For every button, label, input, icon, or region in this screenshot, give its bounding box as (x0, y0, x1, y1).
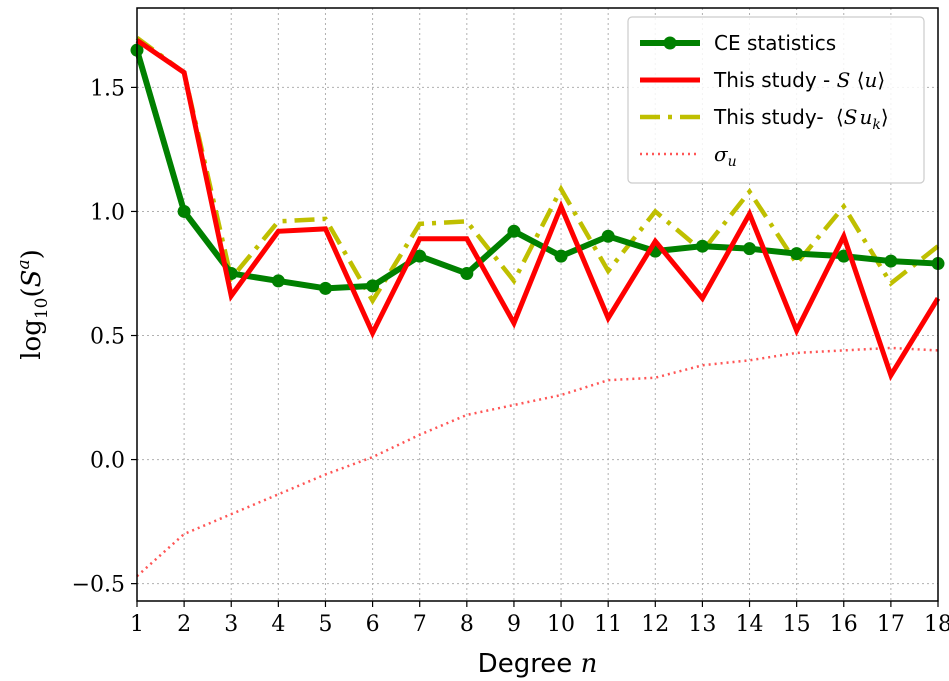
y-tick-label: 0.5 (90, 325, 125, 350)
series-1-point (602, 230, 615, 243)
x-tick-label: 15 (783, 612, 811, 637)
x-tick-label: 2 (177, 612, 191, 637)
x-tick-label: 16 (830, 612, 858, 637)
y-tick-label: −0.5 (72, 573, 125, 598)
series-line-4 (137, 348, 938, 576)
x-tick-label: 7 (413, 612, 427, 637)
x-tick-label: 17 (877, 612, 905, 637)
x-tick-label: 3 (224, 612, 238, 637)
x-tick-label: 1 (130, 612, 144, 637)
x-tick-label: 9 (507, 612, 521, 637)
x-tick-label: 5 (318, 612, 332, 637)
series-1-point (884, 255, 897, 268)
series-1-point (272, 274, 285, 287)
y-tick-label: 1.5 (90, 76, 125, 101)
x-tick-label: 8 (460, 612, 474, 637)
legend-swatch-marker (664, 37, 677, 50)
legend: CE statistics This study - S ⟨u⟩ This stud… (628, 17, 924, 183)
series-1-point (178, 205, 191, 218)
legend-label-1: CE statistics (714, 31, 836, 55)
x-tick-label: 12 (641, 612, 669, 637)
y-tick-label: 1.0 (90, 200, 125, 225)
x-tick-label: 18 (924, 612, 949, 637)
y-axis-label: log10(Sa) (14, 249, 52, 360)
x-tick-label: 10 (547, 612, 575, 637)
x-tick-label: 11 (594, 612, 622, 637)
series-1-point (507, 225, 520, 238)
series-1-point (319, 282, 332, 295)
series-1-point (743, 242, 756, 255)
x-tick-label: 4 (271, 612, 285, 637)
series-1-point (555, 250, 568, 263)
x-tick-label: 6 (366, 612, 380, 637)
x-tick-label: 14 (736, 612, 764, 637)
series-1-point (366, 279, 379, 292)
x-axis-label: Degree n (478, 649, 598, 679)
series-1-point (790, 247, 803, 260)
series-1-point (696, 240, 709, 253)
legend-label-2: This study - S ⟨u⟩ (713, 68, 885, 92)
legend-label-3: This study- ⟨S uk⟩ (713, 105, 889, 133)
series-1-point (460, 267, 473, 280)
x-tick-label: 13 (688, 612, 716, 637)
y-tick-label: 0.0 (90, 449, 125, 474)
